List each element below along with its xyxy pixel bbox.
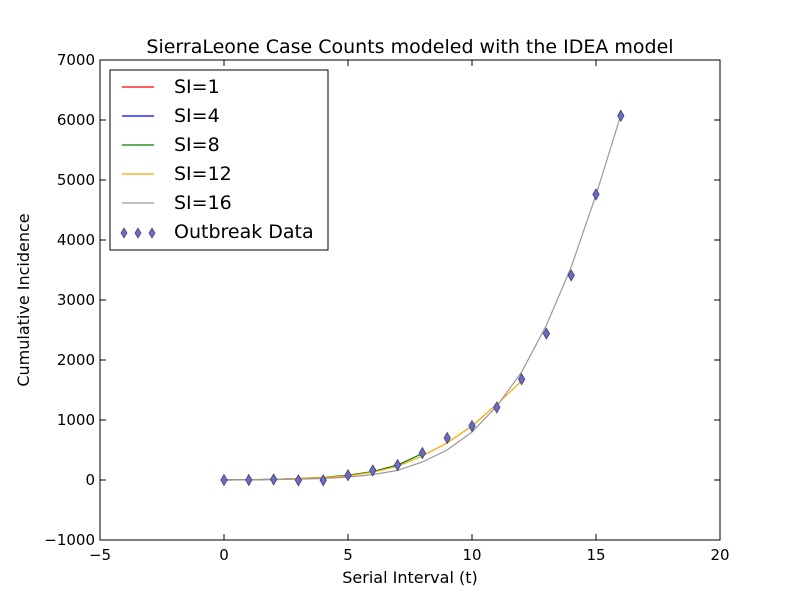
x-axis-label: Serial Interval (t) bbox=[342, 568, 477, 587]
x-tick-label: 10 bbox=[462, 546, 481, 564]
chart-title: SierraLeone Case Counts modeled with the… bbox=[146, 36, 673, 58]
x-tick-label: 15 bbox=[586, 546, 605, 564]
y-tick-label: −1000 bbox=[44, 531, 95, 549]
legend-box bbox=[109, 69, 329, 251]
legend-label: Outbreak Data bbox=[174, 221, 314, 243]
legend-label: SI=16 bbox=[174, 192, 232, 214]
data-point bbox=[220, 473, 228, 487]
data-point bbox=[542, 327, 551, 340]
data-point bbox=[269, 473, 278, 486]
legend-label: SI=1 bbox=[174, 76, 220, 98]
x-tick-label: −5 bbox=[89, 546, 111, 564]
series-line-si-16 bbox=[223, 115, 622, 481]
x-tick-label: 0 bbox=[219, 546, 229, 564]
axis-ticks: −5 0 5 10 15 20 −1000 0 1000 2000 3000 4000 5000 6000… bbox=[44, 51, 729, 564]
data-point bbox=[344, 469, 352, 482]
series-layer bbox=[220, 109, 625, 487]
data-point bbox=[443, 431, 451, 445]
x-tick-label: 20 bbox=[710, 546, 729, 564]
legend-swatch bbox=[134, 227, 142, 239]
y-tick-label: 0 bbox=[85, 471, 95, 489]
data-point bbox=[369, 464, 377, 477]
legend-swatch bbox=[148, 227, 156, 239]
data-point bbox=[319, 474, 327, 487]
y-tick-label: 3000 bbox=[57, 291, 95, 309]
y-tick-label: 6000 bbox=[57, 111, 95, 129]
data-point bbox=[245, 473, 253, 487]
y-axis-label: Cumulative Incidence bbox=[14, 213, 33, 386]
data-point bbox=[393, 458, 402, 472]
y-tick-label: 5000 bbox=[57, 171, 95, 189]
y-tick-label: 7000 bbox=[57, 51, 95, 69]
data-point bbox=[592, 188, 600, 201]
y-tick-label: 2000 bbox=[57, 351, 95, 369]
data-point bbox=[517, 373, 526, 386]
y-tick-label: 1000 bbox=[57, 411, 95, 429]
y-tick-label: 4000 bbox=[57, 231, 95, 249]
legend-label: SI=4 bbox=[174, 105, 220, 127]
data-point bbox=[468, 419, 476, 433]
data-point bbox=[294, 474, 303, 487]
legend-swatch bbox=[120, 227, 128, 239]
data-point bbox=[418, 446, 427, 460]
legend-label: SI=12 bbox=[174, 163, 232, 185]
legend-label: SI=8 bbox=[174, 134, 220, 156]
data-point bbox=[567, 269, 575, 282]
data-point bbox=[617, 109, 625, 122]
legend: SI=1 SI=4 SI=8 SI=12 SI=16 Outbreak Data bbox=[109, 69, 329, 251]
data-point bbox=[493, 401, 501, 414]
x-tick-label: 5 bbox=[343, 546, 353, 564]
